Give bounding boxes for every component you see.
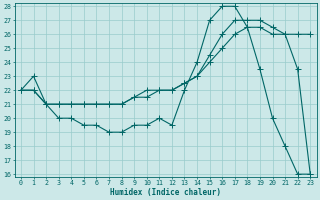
X-axis label: Humidex (Indice chaleur): Humidex (Indice chaleur) xyxy=(110,188,221,197)
